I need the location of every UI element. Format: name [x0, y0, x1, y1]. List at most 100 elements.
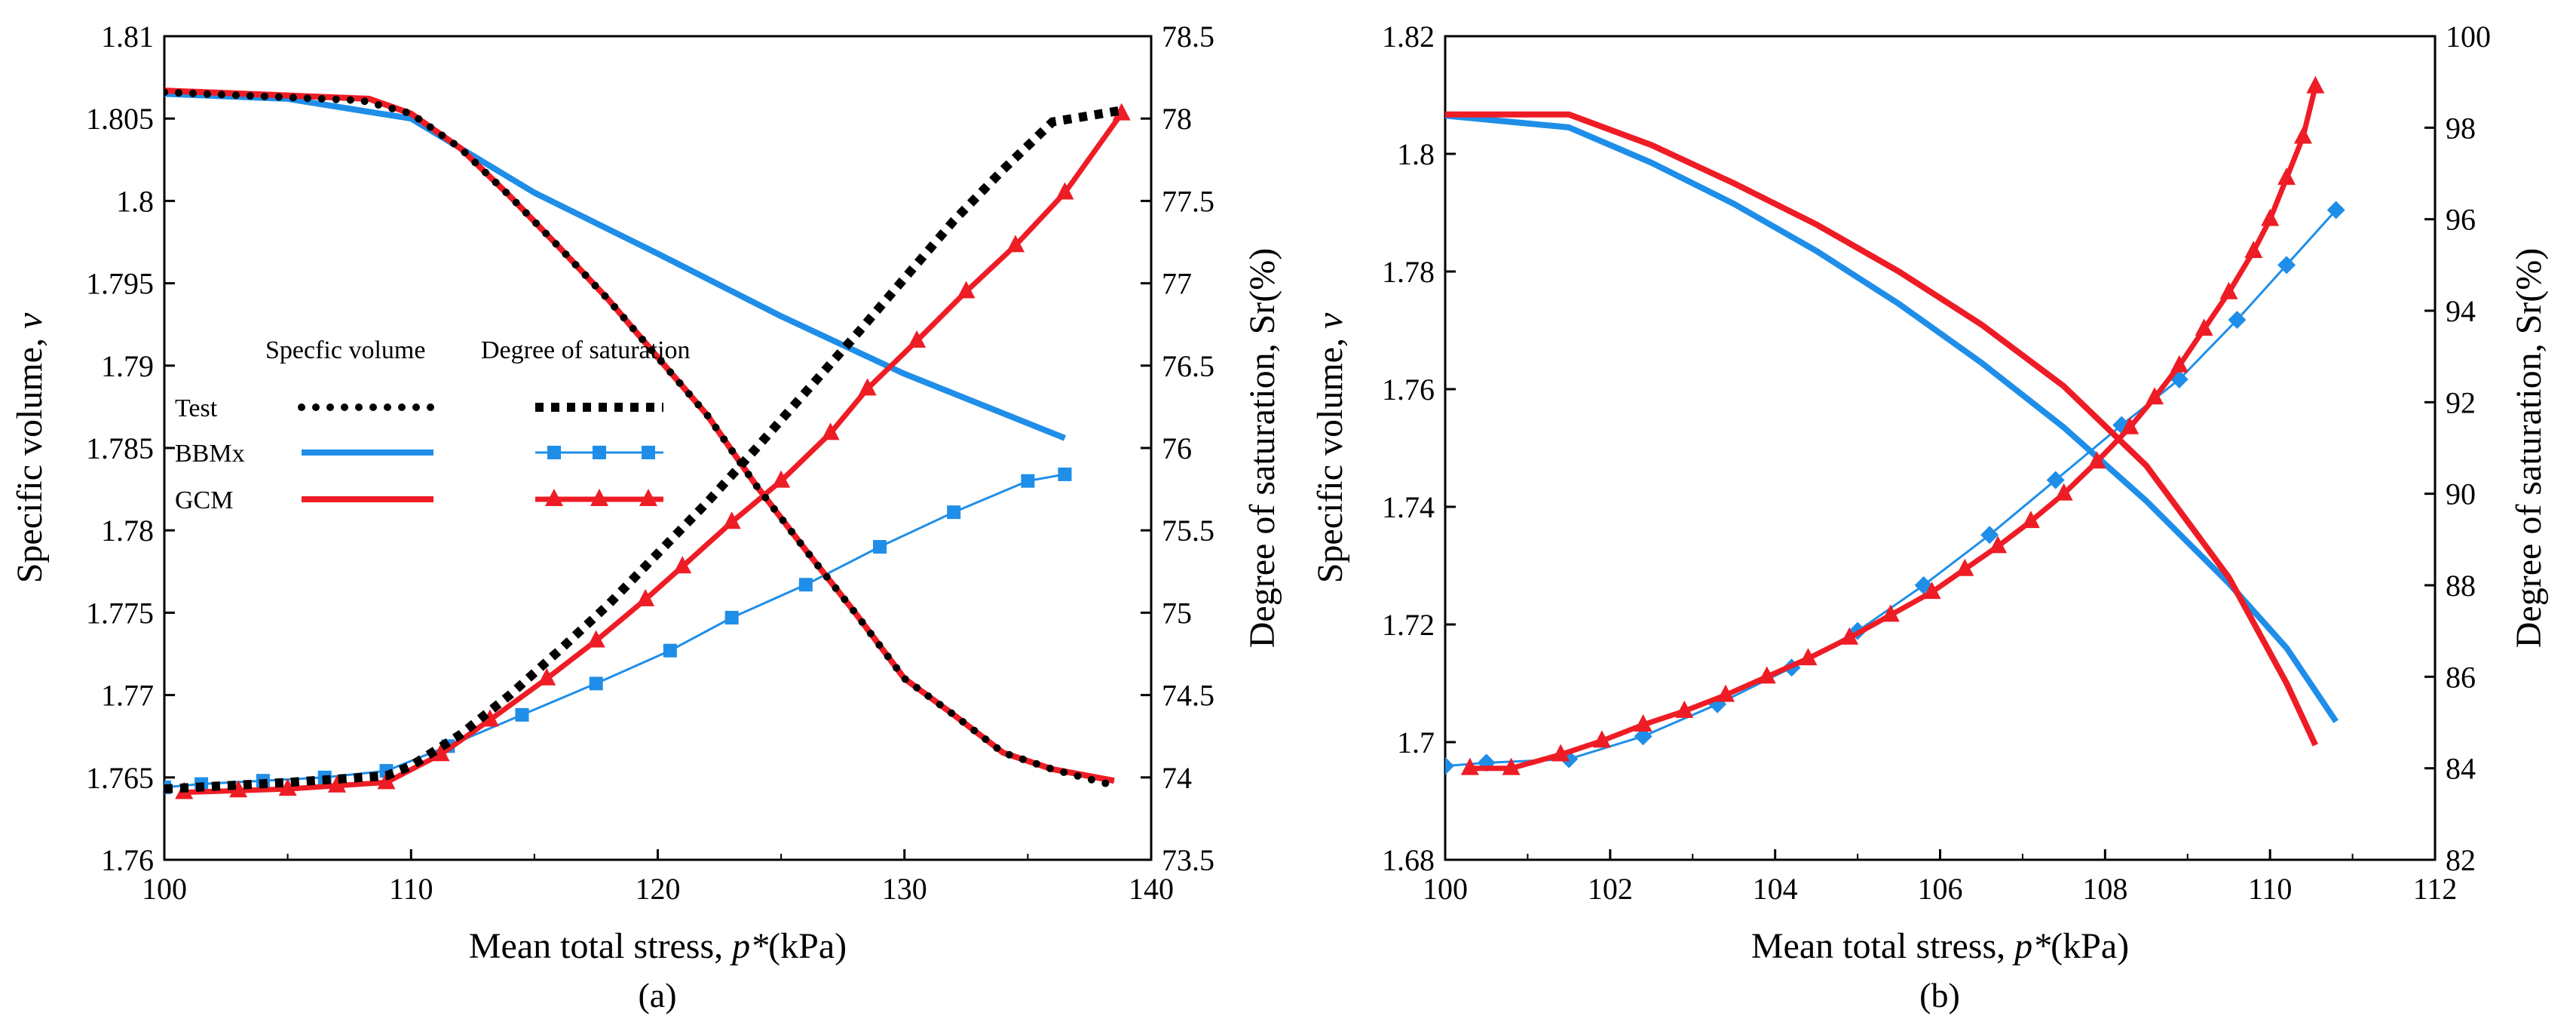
- y-tick-label: 1.76: [1382, 373, 1435, 407]
- gcm-saturation-marker: [1502, 757, 1521, 775]
- x-tick-label: 120: [636, 872, 681, 906]
- legend-label-test: Test: [175, 394, 218, 422]
- gcm-saturation-marker: [1717, 684, 1735, 702]
- y-tick-label: 1.775: [86, 596, 154, 630]
- y2-tick-label: 77.5: [1162, 184, 1214, 218]
- chart-caption: (b): [1919, 976, 1960, 1014]
- gcm-saturation-marker: [1922, 581, 1941, 600]
- gcm-saturation-marker: [2306, 75, 2325, 94]
- gcm-saturation-marker: [328, 775, 347, 793]
- y2-tick-label: 100: [2446, 20, 2491, 54]
- x-tick-label: 108: [2082, 872, 2127, 906]
- gcm-saturation-marker: [2219, 281, 2238, 299]
- y2-tick-label: 82: [2446, 843, 2476, 877]
- gcm-saturation-marker: [2277, 167, 2296, 186]
- test-saturation-line: [164, 106, 1123, 794]
- gcm-saturation-marker: [431, 744, 450, 762]
- x-tick-label: 130: [882, 872, 927, 906]
- y-tick-label: 1.78: [101, 514, 154, 548]
- y-tick-label: 1.76: [101, 843, 154, 877]
- y-tick-label: 1.7: [1397, 726, 1435, 759]
- legend-marker: [547, 446, 561, 459]
- legend-marker: [590, 489, 608, 506]
- y2-tick-label: 74.5: [1162, 679, 1214, 713]
- gcm-saturation-marker: [538, 667, 556, 686]
- bbmx-saturation-marker: [724, 610, 739, 624]
- bbmx-saturation-line: [1445, 209, 2337, 768]
- x-tick-label: 110: [389, 872, 433, 906]
- bbmx-saturation-marker: [1445, 756, 1454, 775]
- gcm-saturation-marker: [278, 778, 297, 796]
- chart-a: 100 110 120 130 140 1.76 1.765 1.77 1.775 1.78 1.7…: [10, 20, 1282, 1014]
- y-tick-label: 1.68: [1382, 843, 1435, 877]
- y2-tick-label: 77: [1162, 267, 1192, 301]
- y2-tick-label: 90: [2446, 477, 2476, 511]
- chart-b: 100 102 104 106 108 110 112 1.68 1.7 1.72 1.74 1.76…: [1310, 20, 2549, 1014]
- gcm-saturation-marker: [2293, 126, 2312, 144]
- y-tick-label: 1.78: [1382, 255, 1435, 289]
- gcm-saturation-marker: [821, 422, 840, 440]
- gcm-saturation-marker: [2145, 387, 2164, 405]
- x-tick-label: 112: [2413, 872, 2458, 906]
- y2-tick-label: 94: [2446, 294, 2476, 328]
- gcm-saturation-line: [1469, 85, 2318, 772]
- y2-tick-label: 73.5: [1162, 843, 1214, 877]
- test-specific-volume-line: [164, 88, 1118, 790]
- bbmx-saturation-marker: [2046, 471, 2065, 489]
- series-group: [1445, 75, 2345, 775]
- plot-frame: [1444, 35, 2437, 861]
- y-axis-label: Specific volume, v: [1310, 312, 1350, 583]
- y2-tick-label: 98: [2446, 111, 2476, 145]
- y2-tick-label: 75.5: [1162, 514, 1214, 548]
- y2-tick-label: 78.5: [1162, 20, 1214, 54]
- bbmx-saturation-marker: [515, 707, 529, 722]
- bbmx-saturation-marker: [2228, 311, 2247, 330]
- gcm-saturation-marker: [772, 470, 791, 488]
- y-tick-label: 1.72: [1382, 608, 1435, 642]
- gcm-saturation-marker: [1112, 103, 1131, 121]
- y-tick-label: 1.805: [86, 102, 154, 136]
- x-tick-label: 106: [1918, 872, 1963, 906]
- y-tick-label: 1.81: [101, 20, 154, 54]
- y2-tick-label: 76: [1162, 431, 1192, 465]
- y2-tick-label: 86: [2446, 660, 2476, 694]
- gcm-specific-volume-line: [1445, 111, 2318, 747]
- y-tick-label: 1.82: [1382, 20, 1435, 54]
- gcm-saturation-marker: [2261, 208, 2280, 226]
- gcm-saturation-marker: [2244, 241, 2263, 259]
- x-axis-label: Mean total stress, p*(kPa): [469, 926, 847, 966]
- gcm-saturation-marker: [908, 330, 927, 348]
- gcm-saturation-marker: [1799, 648, 1818, 666]
- legend-marker: [639, 489, 657, 506]
- y-tick-label: 1.795: [86, 267, 154, 301]
- gcm-saturation-marker: [1956, 558, 1974, 576]
- y-tick-label: 1.8: [116, 184, 154, 218]
- gcm-saturation-marker: [1055, 182, 1074, 200]
- bbmx-saturation-marker: [2277, 256, 2296, 275]
- legend-marker: [642, 446, 655, 459]
- bbmx-specific-volume-line: [1445, 112, 2339, 723]
- gcm-saturation-marker: [229, 780, 248, 798]
- y-tick-label: 1.79: [101, 349, 154, 383]
- y2-tick-label: 96: [2446, 203, 2476, 237]
- y2-tick-label: 84: [2446, 752, 2476, 786]
- gcm-saturation-marker: [1757, 666, 1776, 684]
- y-tick-label: 1.765: [86, 761, 154, 795]
- gcm-saturation-marker: [1881, 604, 1900, 622]
- gcm-saturation-marker: [858, 378, 877, 396]
- bbmx-saturation-marker: [589, 677, 603, 691]
- y2-tick-label: 75: [1162, 596, 1192, 630]
- bbmx-saturation-marker: [873, 540, 887, 554]
- y-tick-label: 1.8: [1397, 137, 1435, 171]
- legend-header-specific-volume: Specfic volume: [265, 336, 425, 364]
- y2-axis-label: Degree of saturation, Sr(%): [1242, 248, 1282, 648]
- gcm-saturation-marker: [2121, 416, 2140, 434]
- gcm-saturation-marker: [2170, 354, 2189, 373]
- gcm-saturation-marker: [636, 588, 655, 606]
- x-tick-label: 100: [1423, 872, 1468, 906]
- y-tick-label: 1.74: [1382, 490, 1435, 524]
- gcm-saturation-marker: [2021, 511, 2040, 529]
- x-axis-label: Mean total stress, p*(kPa): [1751, 926, 2129, 966]
- gcm-saturation-marker: [673, 556, 692, 574]
